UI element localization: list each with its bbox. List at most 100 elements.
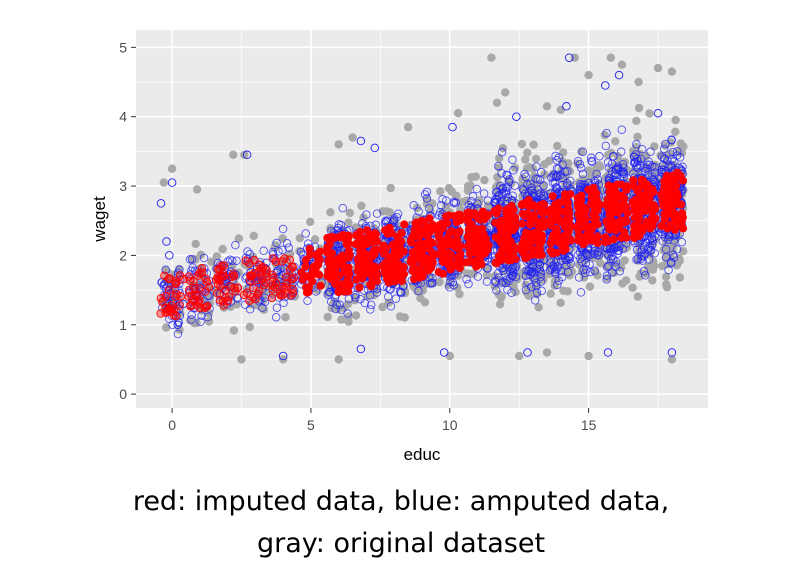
amputed-point [666, 257, 676, 267]
original-point [466, 181, 475, 190]
imputed-point [176, 292, 186, 301]
amputed-point [648, 172, 657, 181]
amputed-point [551, 172, 561, 181]
original-point [523, 148, 532, 157]
amputed-point [637, 144, 647, 154]
imputed-point [406, 236, 415, 245]
amputed-point [606, 247, 616, 256]
imputed-point [325, 240, 334, 249]
imputed-point [477, 214, 486, 222]
imputed-point [492, 259, 501, 268]
amputed-point [494, 273, 504, 283]
amputed-point [552, 257, 561, 266]
amputed-point [528, 262, 537, 272]
original-point [653, 63, 663, 73]
amputed-point [508, 155, 517, 165]
original-point [334, 140, 343, 149]
imputed-point [219, 261, 229, 270]
imputed-point [466, 257, 475, 266]
amputed-point [501, 278, 511, 288]
imputed-point [334, 287, 343, 296]
imputed-point [250, 255, 259, 265]
imputed-point [419, 217, 428, 226]
original-point [175, 325, 184, 334]
amputed-point [552, 155, 562, 165]
amputed-point [445, 283, 454, 292]
imputed-point [271, 257, 281, 266]
amputed-point [272, 238, 281, 248]
amputed-point [259, 246, 268, 256]
amputed-point [590, 266, 599, 275]
original-point [480, 175, 489, 185]
original-point [628, 283, 637, 292]
imputed-point [472, 262, 481, 271]
amputed-point [631, 150, 640, 159]
amputed-point [278, 224, 288, 234]
imputed-point [562, 215, 571, 223]
amputed-point [175, 311, 185, 320]
amputed-point [526, 179, 535, 189]
imputed-point [412, 218, 421, 227]
amputed-point [593, 175, 603, 184]
original-point [191, 239, 200, 249]
amputed-point [603, 158, 613, 167]
amputed-point [592, 169, 601, 179]
amputed-point [187, 254, 197, 264]
amputed-point [645, 246, 655, 255]
amputed-point [564, 252, 574, 262]
amputed-point [303, 296, 312, 306]
imputed-point [220, 293, 230, 303]
imputed-point [355, 259, 364, 268]
original-point [650, 142, 659, 151]
imputed-point [465, 226, 474, 235]
amputed-point [282, 238, 292, 248]
imputed-point [333, 272, 342, 281]
amputed-point [427, 279, 437, 288]
original-point [600, 130, 609, 140]
amputed-point [606, 244, 615, 253]
imputed-point [372, 230, 380, 239]
amputed-point [366, 305, 375, 314]
original-point [617, 60, 627, 69]
amputed-point [658, 236, 668, 246]
amputed-point [585, 260, 594, 269]
imputed-point [257, 266, 266, 276]
original-point [482, 271, 492, 280]
original-point [162, 323, 171, 332]
amputed-point [523, 348, 532, 357]
original-point [634, 103, 644, 113]
amputed-point [468, 192, 478, 201]
imputed-point [276, 291, 286, 300]
original-point [310, 235, 320, 244]
amputed-point [215, 260, 225, 269]
imputed-point [412, 232, 420, 241]
amputed-point [649, 177, 659, 186]
amputed-point [196, 317, 205, 327]
amputed-point [577, 257, 586, 267]
original-point [218, 244, 227, 254]
amputed-point [527, 183, 536, 192]
amputed-point [187, 310, 196, 319]
imputed-point [385, 252, 394, 261]
original-point [532, 281, 541, 290]
imputed-point [259, 280, 269, 290]
amputed-point [165, 251, 174, 260]
imputed-point [161, 291, 171, 301]
amputed-point [371, 220, 380, 230]
amputed-point [386, 302, 396, 311]
amputed-point [272, 303, 282, 312]
original-point [515, 351, 524, 361]
amputed-point [659, 144, 669, 154]
amputed-point [647, 240, 657, 250]
imputed-point [254, 267, 263, 277]
imputed-point [175, 301, 184, 310]
amputed-point [650, 162, 659, 172]
amputed-point [256, 295, 265, 304]
amputed-point [397, 288, 406, 298]
original-point [378, 302, 387, 312]
original-point [357, 201, 366, 210]
amputed-point [437, 200, 446, 210]
original-point [661, 272, 671, 281]
amputed-point [509, 165, 518, 175]
imputed-point [468, 236, 477, 245]
